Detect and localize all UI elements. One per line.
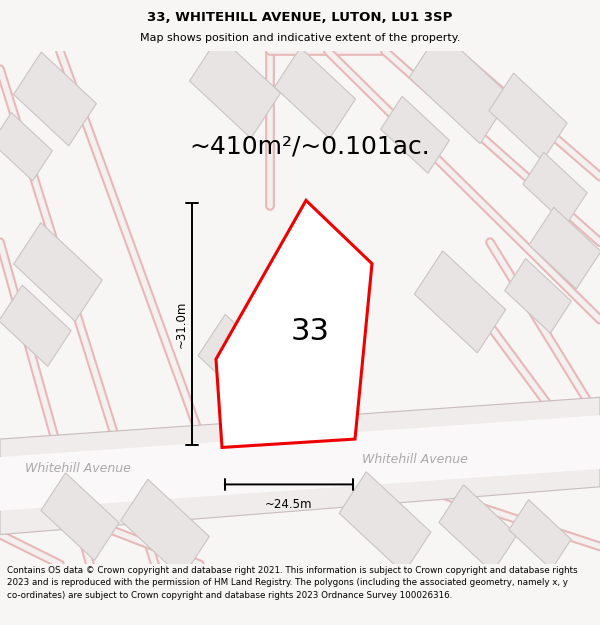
Polygon shape [0,112,52,181]
Polygon shape [509,499,571,569]
Text: Whitehill Avenue: Whitehill Avenue [362,453,468,466]
Polygon shape [489,73,567,161]
Polygon shape [41,473,119,561]
Polygon shape [415,251,506,353]
Polygon shape [529,208,600,289]
Polygon shape [274,48,356,139]
Polygon shape [339,472,431,573]
Text: 33: 33 [290,317,329,346]
Polygon shape [14,222,102,321]
Text: 33, WHITEHILL AVENUE, LUTON, LU1 3SP: 33, WHITEHILL AVENUE, LUTON, LU1 3SP [148,11,452,24]
Polygon shape [198,314,282,409]
Polygon shape [0,415,600,511]
Text: ~24.5m: ~24.5m [265,498,313,511]
Polygon shape [280,299,360,388]
Text: Contains OS data © Crown copyright and database right 2021. This information is : Contains OS data © Crown copyright and d… [7,566,578,599]
Polygon shape [14,52,97,146]
Polygon shape [523,152,587,224]
Polygon shape [0,285,71,366]
Polygon shape [380,96,449,173]
Polygon shape [0,398,600,534]
Polygon shape [121,479,209,578]
Polygon shape [505,259,571,333]
Polygon shape [216,201,372,448]
Text: ~410m²/~0.101ac.: ~410m²/~0.101ac. [190,135,430,159]
Polygon shape [409,31,511,144]
Text: ~31.0m: ~31.0m [175,300,187,348]
Text: Whitehill Avenue: Whitehill Avenue [25,462,131,476]
Polygon shape [439,485,517,572]
Text: Map shows position and indicative extent of the property.: Map shows position and indicative extent… [140,32,460,43]
Polygon shape [190,36,281,138]
